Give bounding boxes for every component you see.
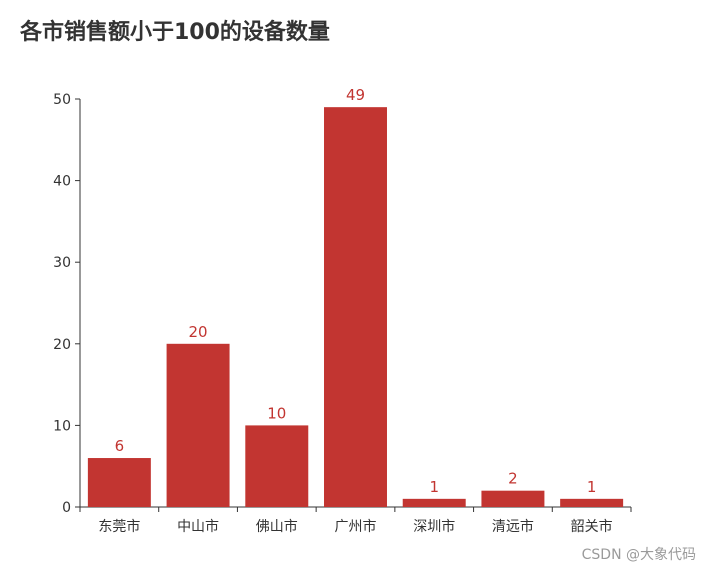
data-label: 1 xyxy=(429,478,439,496)
x-tick-label: 广州市 xyxy=(335,518,377,535)
data-label: 10 xyxy=(267,404,286,422)
data-label: 6 xyxy=(115,437,125,455)
data-label: 49 xyxy=(346,86,365,104)
x-tick-label: 东莞市 xyxy=(98,518,140,535)
watermark: CSDN @大象代码 xyxy=(581,547,696,563)
bars xyxy=(87,107,624,507)
chart-title: 各市销售额小于100的设备数量 xyxy=(20,20,330,45)
data-label: 1 xyxy=(587,478,597,496)
bar xyxy=(481,490,545,507)
x-tick-label: 中山市 xyxy=(177,518,219,535)
data-label: 20 xyxy=(189,323,208,341)
x-tick-label: 深圳市 xyxy=(413,518,455,535)
bar xyxy=(560,498,624,507)
x-tick-label: 韶关市 xyxy=(571,518,613,535)
y-tick-label: 40 xyxy=(53,174,71,190)
y-axis: 0 10 20 30 40 50 xyxy=(53,92,81,516)
y-tick-label: 0 xyxy=(62,500,71,516)
data-label: 2 xyxy=(508,470,518,488)
bar xyxy=(324,107,387,507)
bar xyxy=(166,343,230,507)
y-tick-label: 50 xyxy=(53,92,71,108)
y-tick-label: 30 xyxy=(53,255,71,271)
bar xyxy=(87,458,151,507)
y-tick-label: 20 xyxy=(53,337,71,353)
x-axis: 东莞市 中山市 佛山市 广州市 深圳市 清远市 韶关市 xyxy=(79,506,632,535)
bar xyxy=(245,425,309,507)
y-tick-label: 10 xyxy=(53,418,71,434)
x-tick-label: 清远市 xyxy=(492,518,534,535)
x-tick-label: 佛山市 xyxy=(256,518,298,535)
bar xyxy=(402,498,466,507)
data-labels: 6 20 10 49 1 2 1 xyxy=(115,86,597,496)
